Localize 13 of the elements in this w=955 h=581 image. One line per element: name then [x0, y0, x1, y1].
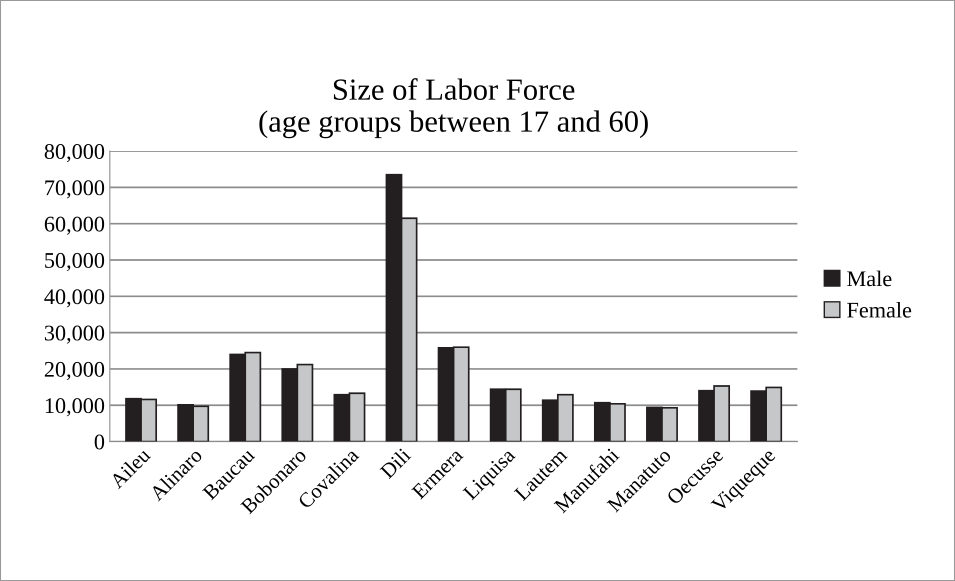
legend-label: Female — [847, 302, 912, 318]
y-tick-label: 60,000 — [44, 216, 104, 235]
y-tick-label: 20,000 — [44, 362, 104, 380]
legend-label: Male — [847, 270, 892, 286]
y-tick-label: 30,000 — [44, 326, 104, 344]
y-tick-label: 10,000 — [46, 398, 104, 416]
y-tick-label: 0 — [94, 434, 104, 450]
chart-title: Size of Labor Force (age groups between 17 and 60) — [259, 78, 648, 138]
x-tick-label: Dili — [379, 446, 412, 480]
y-tick-label: 70,000 — [45, 180, 104, 198]
y-tick-label: 80,000 — [44, 144, 104, 162]
y-tick-label: 40,000 — [44, 289, 104, 308]
y-tick-label: 50,000 — [45, 252, 104, 272]
